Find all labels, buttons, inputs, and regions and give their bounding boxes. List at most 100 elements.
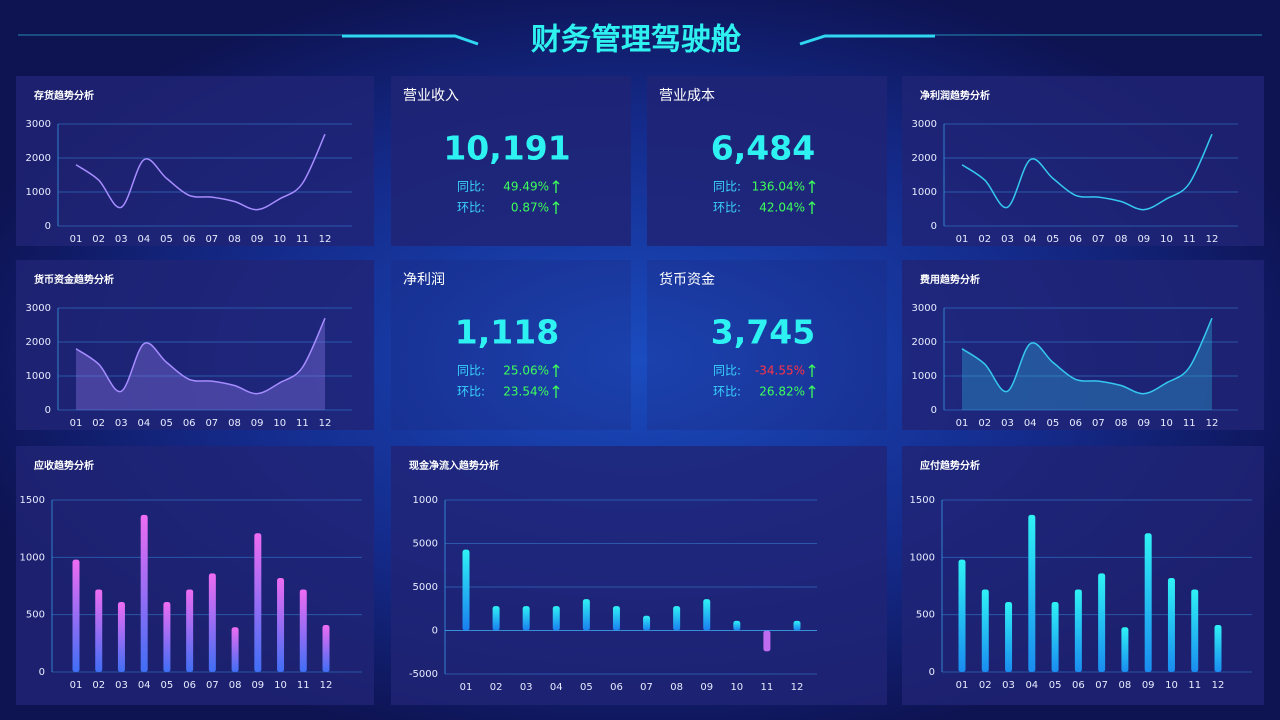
- kpi-change: 23.54%: [503, 385, 549, 399]
- kpi-change: -34.55%: [755, 364, 805, 378]
- y-tick-label: 1000: [912, 371, 937, 382]
- x-tick-label: 10: [274, 680, 287, 691]
- x-tick-label: 07: [640, 682, 653, 693]
- area: [76, 318, 325, 410]
- x-tick-label: 02: [979, 680, 992, 691]
- bar: [72, 559, 80, 672]
- bar: [95, 589, 103, 672]
- y-tick-label: 2000: [26, 337, 51, 348]
- panel: [391, 446, 887, 705]
- x-tick-label: 01: [956, 680, 969, 691]
- chart-title: 应付趋势分析: [920, 459, 980, 472]
- header-decor: [18, 34, 1262, 46]
- y-tick-label: 0: [45, 221, 51, 232]
- bar: [763, 630, 771, 652]
- x-tick-label: 07: [205, 234, 218, 245]
- y-tick-label: -5000: [409, 669, 438, 680]
- x-tick-label: 09: [700, 682, 713, 693]
- bar: [1028, 514, 1036, 672]
- x-tick-label: 10: [273, 234, 286, 245]
- chart-title: 现金净流入趋势分析: [409, 459, 499, 472]
- chart-title: 应收趋势分析: [34, 459, 94, 472]
- x-tick-label: 05: [161, 680, 174, 691]
- bar: [1144, 533, 1152, 672]
- kpi-label: 环比:: [713, 201, 741, 215]
- y-tick-label: 2000: [912, 337, 937, 348]
- x-tick-label: 02: [92, 418, 105, 429]
- kpi-change: 25.06%: [503, 364, 549, 378]
- up-arrow-icon: [808, 364, 816, 377]
- kpi-value: 6,484: [711, 129, 815, 168]
- panel: [16, 446, 374, 705]
- y-tick-label: 1000: [20, 552, 45, 563]
- kpi-change: 0.87%: [511, 201, 549, 215]
- x-tick-label: 04: [138, 418, 151, 429]
- chart-title: 存货趋势分析: [34, 89, 94, 102]
- x-tick-label: 02: [978, 234, 991, 245]
- x-tick-label: 08: [228, 418, 241, 429]
- bar: [254, 533, 262, 672]
- y-tick-label: 2000: [26, 153, 51, 164]
- y-tick-label: 1000: [912, 187, 937, 198]
- bar: [958, 559, 966, 672]
- bar: [1051, 602, 1059, 672]
- y-tick-label: 0: [931, 405, 937, 416]
- up-arrow-icon: [552, 385, 560, 398]
- kpi-label: 同比:: [713, 180, 741, 194]
- panel: [391, 260, 631, 430]
- x-tick-label: 12: [319, 234, 332, 245]
- x-tick-label: 03: [1001, 418, 1014, 429]
- x-tick-label: 09: [1137, 234, 1150, 245]
- up-arrow-icon: [808, 385, 816, 398]
- x-tick-label: 01: [70, 680, 83, 691]
- y-tick-label: 500: [916, 610, 935, 621]
- kpi-change: 26.82%: [759, 385, 805, 399]
- y-tick-label: 0: [432, 626, 438, 637]
- kpi-value: 1,118: [455, 313, 559, 352]
- x-tick-label: 03: [1002, 680, 1015, 691]
- x-tick-label: 11: [761, 682, 774, 693]
- bar: [299, 589, 307, 672]
- x-tick-label: 04: [1024, 418, 1037, 429]
- bar: [1098, 573, 1106, 672]
- bar: [117, 602, 125, 672]
- x-tick-label: 08: [1115, 234, 1128, 245]
- kpi-label: 营业成本: [659, 88, 715, 104]
- kpi-label: 同比:: [457, 364, 485, 378]
- x-tick-label: 08: [229, 680, 242, 691]
- line: [75, 133, 326, 211]
- x-tick-label: 03: [115, 234, 128, 245]
- x-tick-label: 05: [1049, 680, 1062, 691]
- y-tick-label: 1500: [20, 495, 45, 506]
- bar: [1121, 627, 1129, 672]
- x-tick-label: 08: [228, 234, 241, 245]
- x-tick-label: 09: [251, 234, 264, 245]
- bar: [733, 620, 741, 631]
- x-tick-label: 07: [1092, 234, 1105, 245]
- bar: [522, 606, 530, 631]
- chart-title: 货币资金趋势分析: [34, 273, 114, 286]
- x-tick-label: 05: [580, 682, 593, 693]
- x-tick-label: 07: [1095, 680, 1108, 691]
- y-tick-label: 1500: [910, 495, 935, 506]
- x-tick-label: 06: [183, 418, 196, 429]
- chart-title: 净利润趋势分析: [920, 89, 990, 102]
- y-tick-label: 5000: [413, 582, 438, 593]
- line: [961, 317, 1213, 395]
- x-tick-label: 09: [251, 418, 264, 429]
- x-tick-label: 04: [1024, 234, 1037, 245]
- x-tick-label: 06: [183, 234, 196, 245]
- x-tick-label: 12: [1206, 418, 1219, 429]
- up-arrow-icon: [808, 201, 816, 214]
- x-tick-label: 06: [610, 682, 623, 693]
- x-tick-label: 01: [956, 418, 969, 429]
- x-tick-label: 05: [1047, 418, 1060, 429]
- kpi-label: 环比:: [457, 385, 485, 399]
- x-tick-label: 03: [520, 682, 533, 693]
- x-tick-label: 03: [1001, 234, 1014, 245]
- bar: [208, 573, 216, 672]
- panel: [902, 446, 1264, 705]
- x-tick-label: 09: [1137, 418, 1150, 429]
- x-tick-label: 07: [206, 680, 219, 691]
